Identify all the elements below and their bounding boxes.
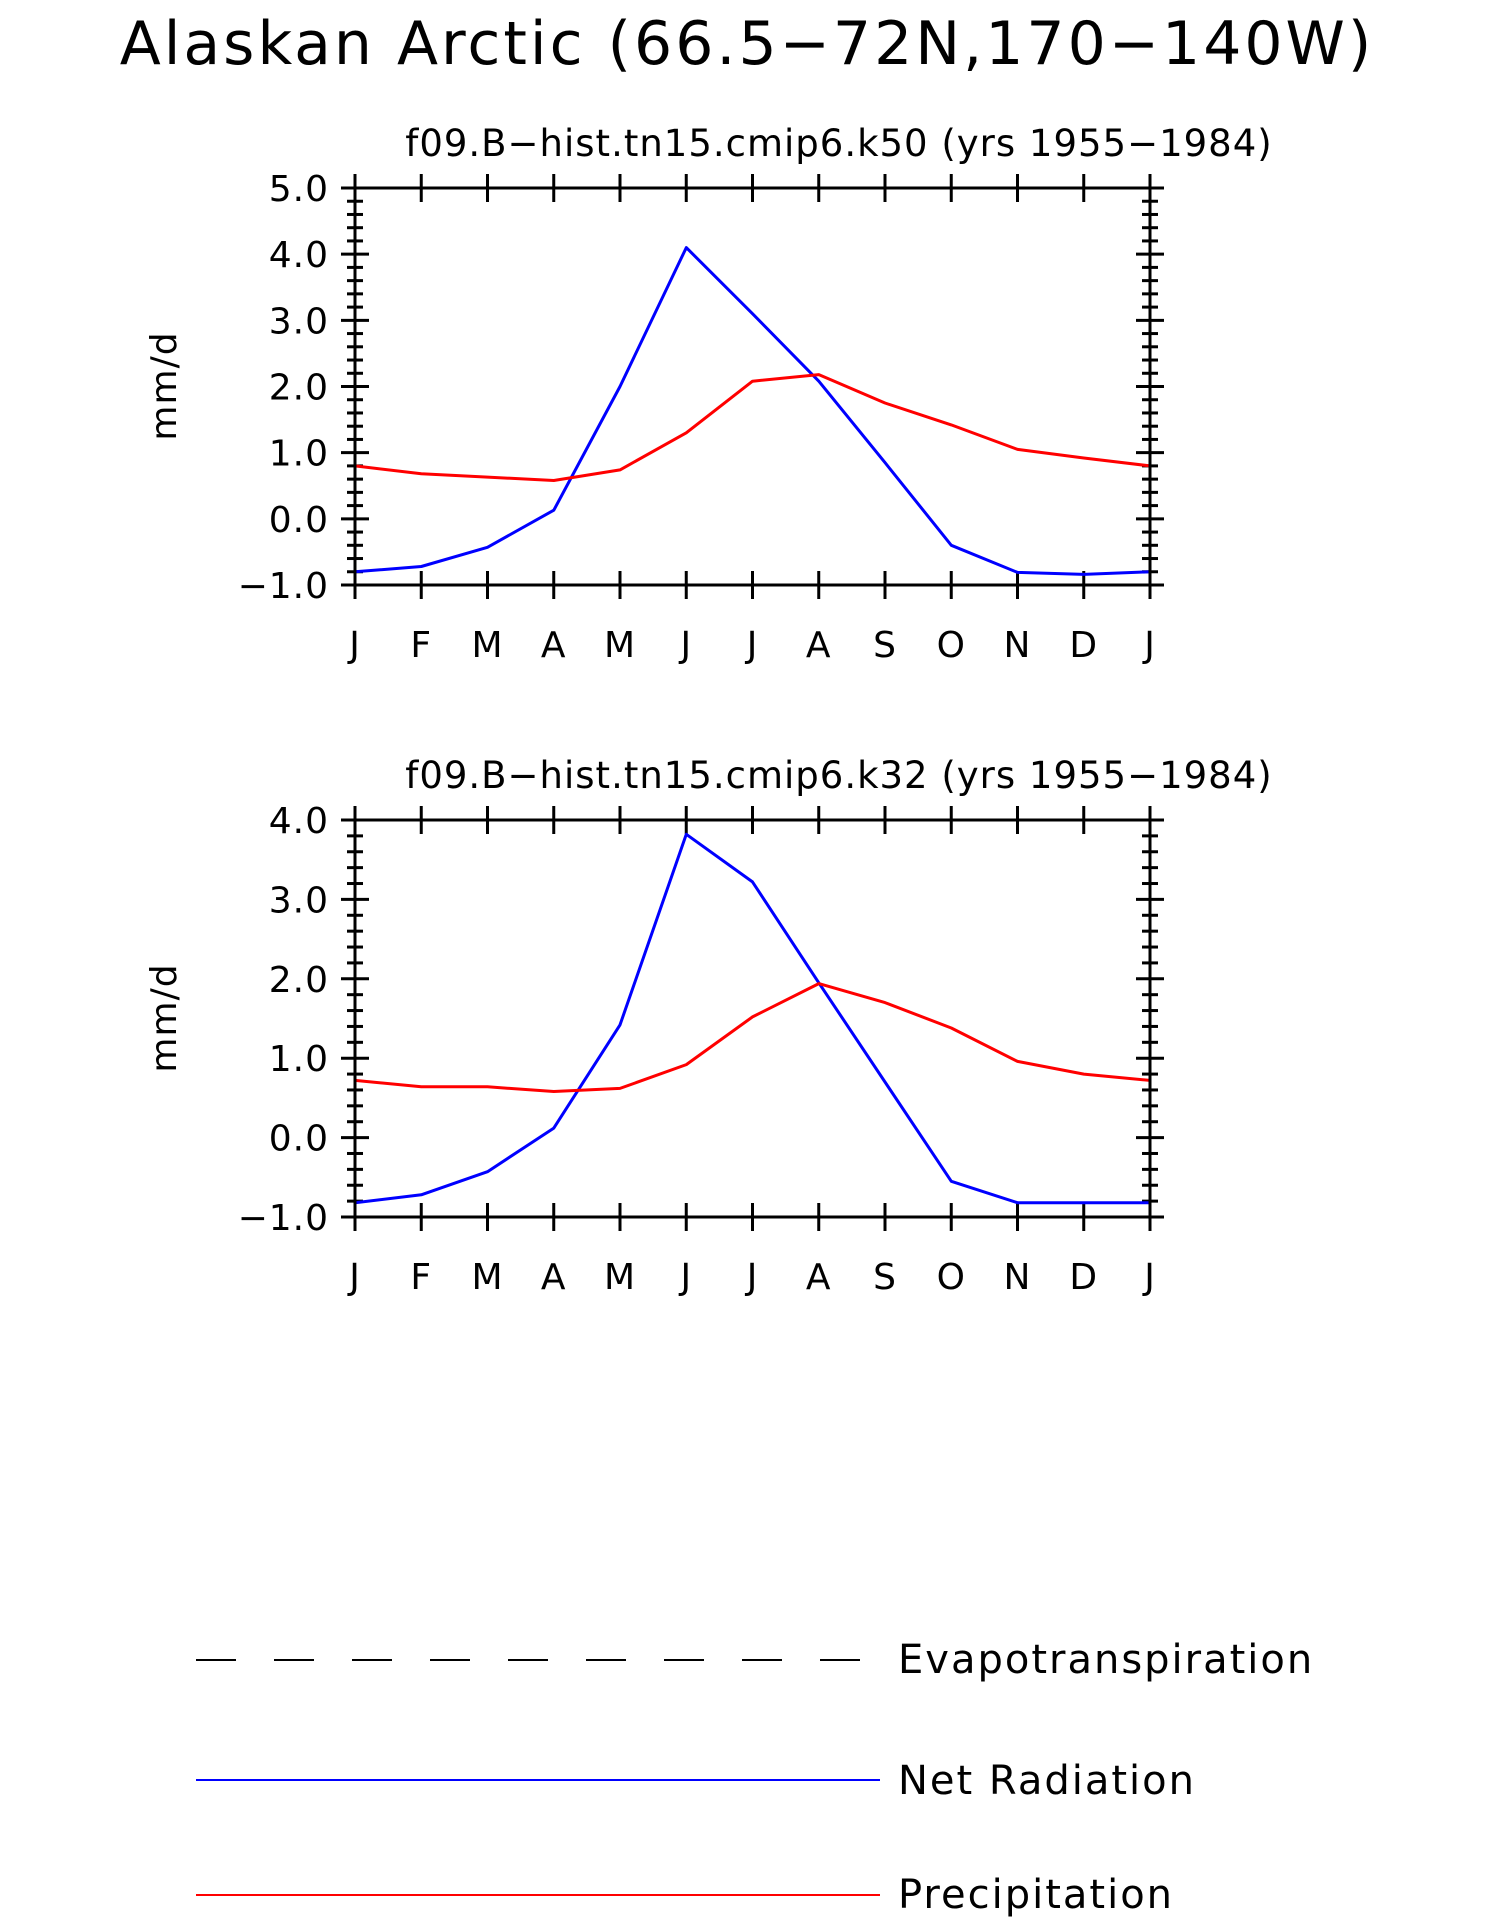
series-lines <box>354 246 1151 576</box>
y-tick-label: 3.0 <box>269 880 329 921</box>
x-tick-label: F <box>410 1257 432 1298</box>
y-tick-label: 1.0 <box>269 434 329 475</box>
y-tick-label: 0.0 <box>269 1119 329 1160</box>
axis-ticks <box>341 174 1164 599</box>
x-tick-label: N <box>1004 625 1032 666</box>
x-tick-label: O <box>937 625 966 666</box>
x-tick-label: S <box>873 625 897 666</box>
x-tick-label: F <box>410 625 432 666</box>
y-tick-label: −1.0 <box>238 1198 329 1239</box>
x-tick-label: M <box>604 1257 636 1298</box>
tick-labels: J F M A M J J A S O N D J4.03.02.01.00.0−1.0 <box>238 801 1156 1298</box>
series-line-net-radiation <box>354 246 1151 576</box>
series-line-precipitation <box>354 982 1151 1093</box>
y-tick-label: 4.0 <box>269 801 329 842</box>
main-title: Alaskan Arctic (66.5−72N,170−140W) <box>120 9 1375 79</box>
y-axis-label: mm/d <box>144 963 185 1072</box>
legend-label-net-radiation: Net Radiation <box>898 1758 1196 1804</box>
x-tick-label: D <box>1069 1257 1098 1298</box>
x-tick-label: J <box>745 625 759 666</box>
y-tick-label: −1.0 <box>238 566 329 607</box>
x-tick-label: J <box>678 625 692 666</box>
plot-frame <box>353 818 1152 1219</box>
series-line-net-radiation <box>354 832 1150 1205</box>
y-axis-label: mm/d <box>144 331 185 440</box>
y-tick-label: 4.0 <box>269 235 329 276</box>
tick-labels: J F M A M J J A S O N D J5.04.03.02.01.00.0−1.0 <box>238 169 1156 666</box>
y-tick-label: 1.0 <box>269 1039 329 1080</box>
y-tick-label: 0.0 <box>269 500 329 541</box>
x-tick-label: N <box>1004 1257 1032 1298</box>
x-tick-label: J <box>1142 1257 1156 1298</box>
y-tick-label: 2.0 <box>269 960 329 1001</box>
chart-title: f09.B−hist.tn15.cmip6.k32 (yrs 1955−1984… <box>405 754 1272 797</box>
x-tick-label: M <box>604 625 636 666</box>
x-tick-label: O <box>937 1257 966 1298</box>
x-tick-label: A <box>806 1257 832 1298</box>
x-tick-label: J <box>347 1257 361 1298</box>
legend-label-evapotranspiration: Evapotranspiration <box>898 1637 1314 1683</box>
chart-panel-bottom: f09.B−hist.tn15.cmip6.k32 (yrs 1955−1984… <box>144 754 1272 1298</box>
x-tick-label: S <box>873 1257 897 1298</box>
legend-label-precipitation: Precipitation <box>898 1872 1174 1918</box>
series-line-precipitation <box>354 373 1151 482</box>
plot-frame <box>353 186 1152 587</box>
legend: Evapotranspiration Net Radiation Precipi… <box>196 1637 1314 1918</box>
x-tick-label: J <box>745 1257 759 1298</box>
chart-panel-top: f09.B−hist.tn15.cmip6.k50 (yrs 1955−1984… <box>144 122 1272 666</box>
x-tick-label: M <box>471 625 503 666</box>
x-tick-label: A <box>806 625 832 666</box>
x-tick-label: D <box>1069 625 1098 666</box>
y-tick-label: 2.0 <box>269 368 329 409</box>
x-tick-label: A <box>541 1257 567 1298</box>
y-tick-label: 5.0 <box>269 169 329 210</box>
x-tick-label: J <box>347 625 361 666</box>
series-lines <box>354 832 1151 1205</box>
x-tick-label: J <box>1142 625 1156 666</box>
x-tick-label: M <box>471 1257 503 1298</box>
y-tick-label: 3.0 <box>269 301 329 342</box>
x-tick-label: J <box>678 1257 692 1298</box>
chart-title: f09.B−hist.tn15.cmip6.k50 (yrs 1955−1984… <box>405 122 1272 165</box>
x-tick-label: A <box>541 625 567 666</box>
